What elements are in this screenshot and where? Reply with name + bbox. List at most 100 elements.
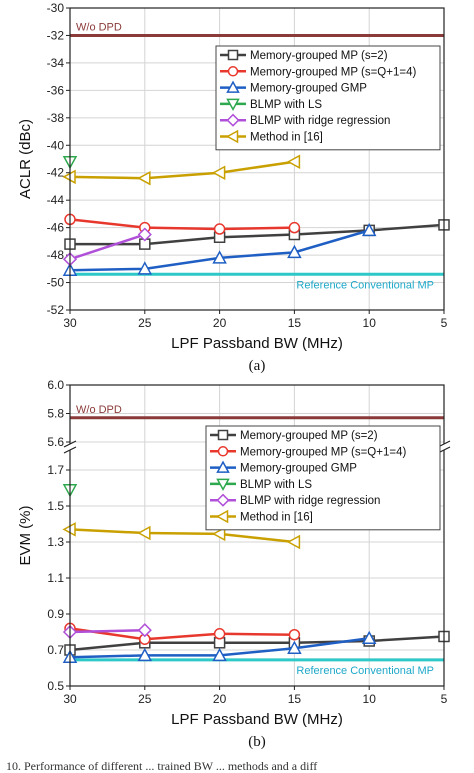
data-point-memory-grouped-gmp [287,244,302,259]
legend-marker-memory-grouped-mp-s-q-1-4 [227,66,239,77]
y-tick-label: 1.3 [47,535,64,549]
figure-footer-text: 10. Performance of different ... trained… [6,759,317,773]
legend-label-memory-grouped-gmp: Memory-grouped GMP [250,83,367,95]
plot-frame [69,384,445,687]
y-tick-label: -44 [47,193,65,207]
legend-label-blmp-with-ls: BLMP with LS [240,479,312,491]
data-point-method-in-16 [286,154,301,170]
chart-aclr: -30 -32 -34 -36 -38 -40 -42 -44 -46 -48 -50 -52 W/o … [17,1,450,374]
axis-break-gap [438,444,450,450]
y-tick-label: -48 [47,248,65,262]
legend-label-memory-grouped-mp-s-2: Memory-grouped MP (s=2) [250,50,388,62]
axis-break-mark [63,446,77,454]
x-tick-label: 15 [288,316,302,330]
data-point-method-in-16 [137,170,151,186]
data-point-method-in-16 [137,525,151,541]
x-tick-label: 20 [213,692,227,706]
y-tick-label: 0.5 [47,679,64,693]
x-tick-label: 5 [441,692,448,706]
y-tick-label: -46 [47,221,65,235]
y-tick-label: 6.0 [47,378,64,392]
y-tick-label: -36 [47,83,65,97]
reference-label-reference-conventional-mp: Reference Conventional MP [296,665,434,677]
legend-marker-blmp-with-ridge-regression [216,493,230,507]
reference-label-reference-conventional-mp: Reference Conventional MP [296,279,434,291]
x-axis-label: LPF Passband BW (MHz) [171,711,343,728]
legend-marker-memory-grouped-mp-s-2 [217,429,229,441]
axis-break-gap [64,444,76,450]
reference-label-w-o-dpd: W/o DPD [76,21,122,33]
legend-marker-blmp-with-ls [226,98,240,111]
data-point-memory-grouped-mp-s-q-1-4 [288,221,301,234]
x-tick-label: 20 [213,316,227,330]
legend-marker-blmp-with-ridge-regression [226,113,240,127]
chart-evm: 6.0 5.8 5.6 1.7 1.5 1.3 1.1 0.9 0.7 0.5 W/o DPD Ref… [17,378,451,750]
legend-label-blmp-with-ls: BLMP with LS [250,99,322,111]
series-line-memory-grouped-mp-s-q-1-4 [69,218,295,231]
legend-marker-method-in-16 [225,129,239,144]
series-line-memory-grouped-mp-s-2 [69,635,445,652]
y-tick-label: -38 [47,111,65,125]
data-point-memory-grouped-mp-s-q-1-4 [213,628,226,640]
legend-label-memory-grouped-mp-s-q-1-4: Memory-grouped MP (s=Q+1=4) [240,446,406,458]
x-tick-label: 5 [441,316,448,330]
legend-label-method-in-16: Method in [16] [240,512,313,524]
data-point-method-in-16 [286,534,301,550]
series-line-memory-grouped-mp-s-2 [70,223,445,246]
legend-box [215,45,441,151]
series-line-blmp-with-ridge-regression [69,628,145,634]
y-tick-label: 1.1 [47,571,64,585]
y-tick-label: -52 [47,303,65,317]
x-tick-label: 25 [138,316,152,330]
legend-marker-method-in-16 [215,509,229,524]
legend-marker-memory-grouped-mp-s-q-1-4 [217,446,229,457]
y-tick-label: 1.7 [47,463,64,477]
legend-label-memory-grouped-mp-s-q-1-4: Memory-grouped MP (s=Q+1=4) [250,66,416,78]
legend-marker-memory-grouped-gmp [216,460,230,473]
y-tick-label: 5.6 [47,435,64,449]
chart-caption: (a) [249,358,266,374]
y-tick-label: -40 [47,138,65,152]
y-tick-label: -32 [47,28,65,42]
data-point-blmp-with-ridge-regression [137,227,152,242]
y-tick-label: 0.9 [47,607,64,621]
legend-label-method-in-16: Method in [16] [250,132,323,144]
data-point-method-in-16 [212,165,226,180]
x-tick-label: 10 [363,692,377,706]
legend-label-memory-grouped-mp-s-2: Memory-grouped MP (s=2) [240,430,378,442]
y-tick-label: -50 [47,276,65,290]
legend-label-memory-grouped-gmp: Memory-grouped GMP [240,463,357,475]
axis-break-mark [63,440,77,448]
series-line-blmp-with-ridge-regression [69,233,146,261]
data-point-memory-grouped-gmp [287,640,302,654]
x-tick-label: 30 [63,692,77,706]
x-tick-label: 30 [63,316,77,330]
data-point-memory-grouped-gmp [361,630,377,645]
y-tick-label: -34 [47,56,65,70]
x-tick-label: 15 [288,692,302,706]
legend-box [205,425,441,531]
legend-label-blmp-with-ridge-regression: BLMP with ridge regression [240,495,380,507]
y-axis-label: EVM (%) [17,505,34,565]
data-point-memory-grouped-gmp [361,222,377,237]
legend-marker-memory-grouped-mp-s-2 [227,49,239,61]
data-point-memory-grouped-gmp [137,261,153,275]
x-axis-label: LPF Passband BW (MHz) [171,335,343,352]
data-point-memory-grouped-gmp [212,250,227,264]
data-point-method-in-16 [212,526,226,542]
series-line-method-in-16 [69,528,295,544]
y-tick-label: -42 [47,166,65,180]
data-point-memory-grouped-gmp [212,647,227,662]
reference-label-w-o-dpd: W/o DPD [76,404,122,416]
y-tick-label: 0.7 [47,643,64,657]
y-tick-label: -30 [47,1,65,15]
legend-label-blmp-with-ridge-regression: BLMP with ridge regression [250,115,390,127]
data-point-memory-grouped-mp-s-q-1-4 [288,628,301,641]
data-point-memory-grouped-gmp [137,647,153,662]
series-line-method-in-16 [69,160,295,180]
y-axis-label: ACLR (dBc) [17,119,34,199]
chart-caption: (b) [248,734,266,750]
legend-marker-memory-grouped-gmp [226,80,240,93]
x-tick-label: 10 [363,316,377,330]
data-point-blmp-with-ridge-regression [137,623,152,638]
